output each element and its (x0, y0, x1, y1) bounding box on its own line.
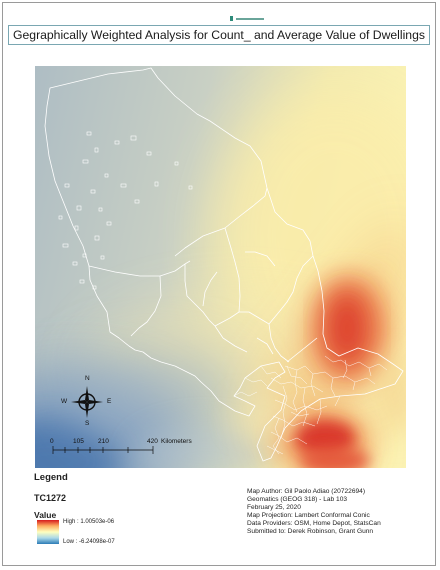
map-metadata: Map Author: Gil Paolo Adiao (20722694) G… (247, 488, 432, 535)
title-decoration-mark (230, 16, 264, 21)
legend-high-value: High : 1.00503e-06 (63, 519, 115, 525)
census-boundaries (44, 67, 404, 462)
meta-date: February 25, 2020 (247, 503, 301, 511)
meta-course: Geomatics (GEOG 318) - Lab 103 (247, 495, 348, 503)
page-frame (2, 2, 436, 566)
meta-submitted: Submitted to: Derek Robinson, Grant Gunn (247, 527, 374, 535)
meta-providers: Data Providers: OSM, Home Depot, StatsCa… (247, 519, 381, 527)
legend-low-value: Low : -6.24098e-07 (63, 539, 115, 545)
legend: Legend TC1272 Value High : 1.00503e-06 L… (34, 472, 234, 562)
gwr-surface (35, 66, 406, 468)
scale-bar (52, 446, 154, 454)
southern-census-tracts (233, 355, 388, 455)
meta-projection: Map Projection: Lambert Conformal Conic (247, 511, 370, 519)
northern-lakes (58, 131, 193, 290)
surface-map (35, 66, 406, 468)
north-arrow (71, 386, 103, 418)
map-title: Gegraphically Weighted Analysis for Coun… (8, 25, 430, 45)
legend-color-ramp (37, 520, 59, 544)
legend-field-name: Value (34, 510, 57, 520)
legend-title: Legend (34, 472, 68, 483)
legend-layer-name: TC1272 (34, 493, 67, 503)
meta-author: Map Author: Gil Paolo Adiao (20722694) (247, 488, 366, 495)
map-frame[interactable]: 0 105 210 420 Kilometers N S W E (35, 66, 406, 468)
